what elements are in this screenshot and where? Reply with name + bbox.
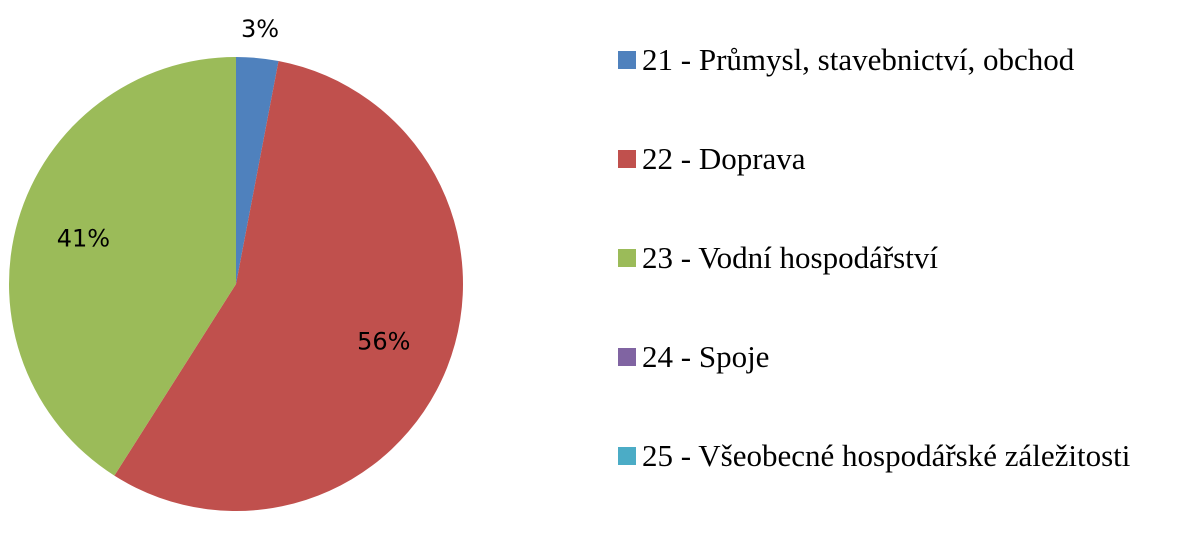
legend-swatch	[618, 447, 636, 465]
pie-slice	[236, 57, 279, 284]
legend-label: 25 - Všeobecné hospodářské záležitosti	[642, 438, 1131, 473]
legend-swatch	[618, 249, 636, 267]
legend-item: 22 - Doprava	[612, 139, 1172, 238]
pie-slice	[9, 57, 236, 476]
legend-item: 23 - Vodní hospodářství	[612, 238, 1172, 337]
chart: 3% 56% 41%	[9, 15, 464, 511]
data-label: 56%	[357, 327, 410, 355]
legend: 21 - Průmysl, stavebnictví, obchod 22 - D…	[612, 40, 1172, 535]
legend-item: 21 - Průmysl, stavebnictví, obchod	[612, 40, 1172, 139]
legend-label: 23 - Vodní hospodářství	[642, 240, 938, 275]
legend-swatch	[618, 150, 636, 168]
legend-label: 22 - Doprava	[642, 141, 806, 176]
legend-item: 24 - Spoje	[612, 337, 1172, 436]
legend-swatch	[618, 51, 636, 69]
legend-item: 25 - Všeobecné hospodářské záležitosti	[612, 436, 1172, 535]
page: {"chart_data": {"type": "pie", "categori…	[9, 15, 1131, 511]
pie-slice	[114, 61, 464, 511]
legend-swatch	[618, 348, 636, 366]
legend-label: 24 - Spoje	[642, 339, 770, 374]
data-label: 3%	[241, 15, 279, 43]
data-label: 41%	[57, 225, 110, 253]
legend-label: 21 - Průmysl, stavebnictví, obchod	[642, 42, 1075, 77]
